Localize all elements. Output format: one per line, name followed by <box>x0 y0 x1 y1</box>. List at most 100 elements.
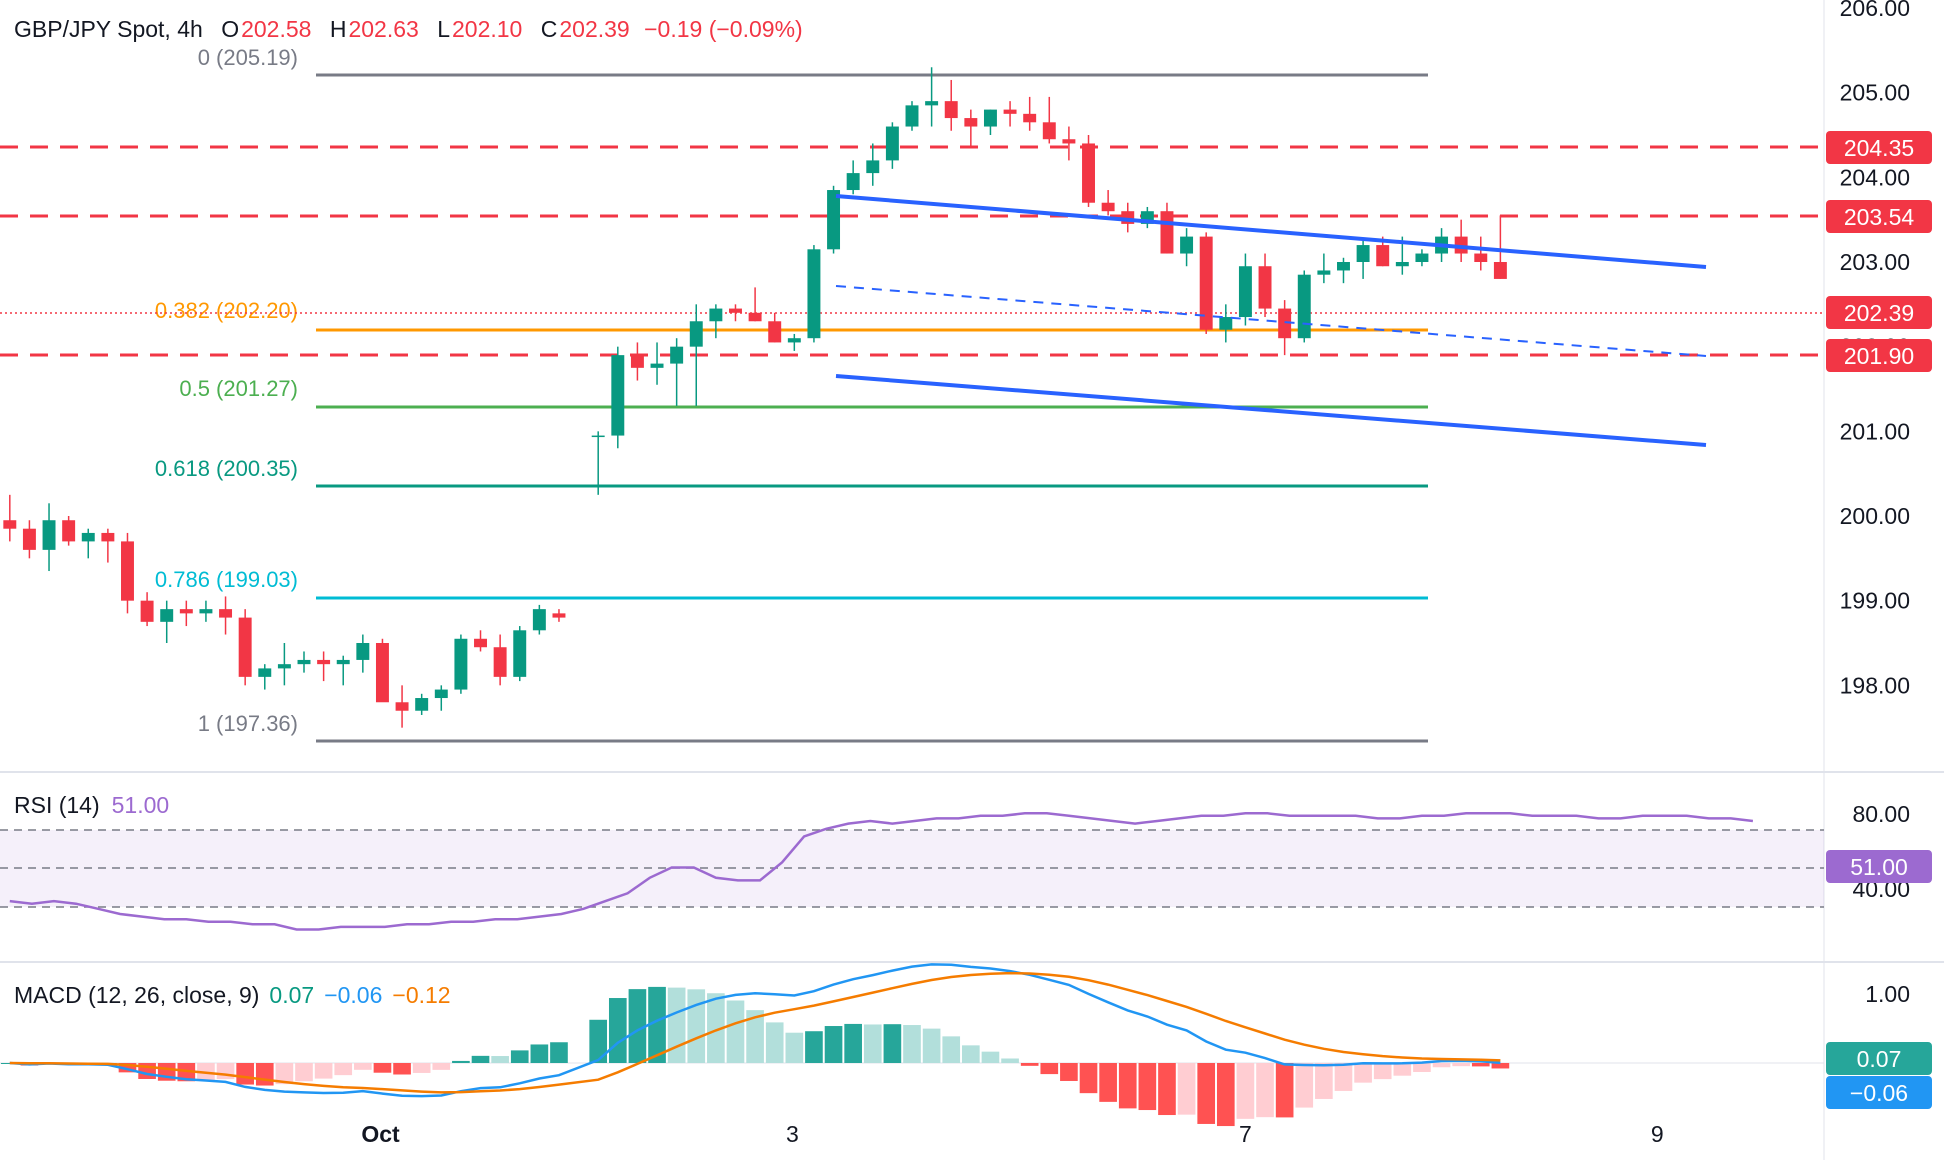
macd-hist-bar <box>863 1024 882 1063</box>
candle-body <box>238 617 252 677</box>
candle-body <box>846 173 860 191</box>
candle-body <box>317 659 331 665</box>
rsi-tick-80: 80.00 <box>1852 801 1910 827</box>
macd-hist-bar <box>236 1063 254 1085</box>
macd-hist-bar <box>510 1050 529 1063</box>
candle-body <box>689 321 703 347</box>
price-tick-label: 200.00 <box>1840 503 1910 529</box>
macd-hist-bar <box>1177 1063 1196 1115</box>
candle-body <box>1356 245 1370 262</box>
candle-body <box>199 609 213 614</box>
candle-body <box>62 520 76 542</box>
candle-body <box>807 249 821 339</box>
macd-hist-bar <box>1040 1063 1059 1075</box>
candle-body <box>1337 262 1350 271</box>
candle-body <box>1199 236 1213 330</box>
macd-hist-bar <box>1491 1063 1510 1069</box>
macd-hist-bar <box>1236 1063 1255 1119</box>
macd-hist-bar <box>197 1063 215 1080</box>
macd-hist-bar <box>707 993 725 1063</box>
price-tick-label: 203.00 <box>1840 249 1910 275</box>
svg-text:201.90: 201.90 <box>1844 343 1914 369</box>
candle-body <box>552 613 566 618</box>
macd-legend: MACD (12, 26, close, 9) 0.07 −0.06 −0.12 <box>14 982 453 1009</box>
candle-body <box>1219 317 1233 330</box>
svg-text:203.54: 203.54 <box>1844 204 1915 230</box>
macd-line-tag <box>1826 1076 1932 1109</box>
macd-hist-bar <box>1118 1063 1137 1109</box>
candle-body <box>395 702 409 711</box>
candles <box>3 67 1507 728</box>
time-axis: Oct37912151721 <box>361 1121 1664 1147</box>
signal-line <box>9 971 1501 1094</box>
candle-body <box>42 520 56 550</box>
candle-body <box>983 109 997 127</box>
fib-1-label: 1 (197.36) <box>198 711 298 736</box>
candle-body <box>1003 109 1017 114</box>
candle-body <box>415 698 429 711</box>
descending-channel[interactable] <box>835 194 1707 447</box>
candle-body <box>1101 202 1115 212</box>
price-tick-label: 199.00 <box>1840 588 1910 614</box>
macd-hist-bar <box>1413 1063 1431 1072</box>
candle-body <box>1160 211 1174 254</box>
candle-body <box>454 638 468 690</box>
macd-hist-bar <box>726 1000 745 1063</box>
candle-body <box>905 105 919 127</box>
macd-histogram <box>0 986 1510 1127</box>
macd-hist-bar <box>255 1063 274 1086</box>
candle-body <box>1278 308 1292 339</box>
candle-body <box>709 308 723 322</box>
candle-body <box>1023 113 1037 123</box>
candle-body <box>1258 266 1272 309</box>
fib-0-label: 0 (205.19) <box>198 45 298 70</box>
candle-body <box>3 520 17 529</box>
macd-hist-bar <box>1158 1063 1176 1116</box>
price-tick-label: 204.00 <box>1840 164 1910 190</box>
candle-body <box>121 541 134 601</box>
macd-hist-bar <box>491 1056 509 1063</box>
macd-hist-bar <box>628 989 647 1063</box>
candle-body <box>277 664 291 669</box>
candle-body <box>670 346 684 364</box>
macd-hist-bar <box>1001 1058 1019 1063</box>
candle-body <box>729 308 742 313</box>
candle-body <box>768 321 782 343</box>
macd-hist-bar <box>334 1063 353 1076</box>
fib-0382-label: 0.382 (202.20) <box>155 298 298 323</box>
macd-hist-bar <box>844 1023 862 1063</box>
rsi-pane[interactable]: 80.00 40.00 51.00 <box>0 801 1932 931</box>
macd-hist-bar <box>1471 1063 1490 1067</box>
candle-body <box>179 609 193 614</box>
macd-hist-bar <box>432 1063 451 1070</box>
macd-hist-bar <box>412 1063 431 1073</box>
macd-hist-bar <box>1334 1063 1353 1091</box>
svg-text:204.35: 204.35 <box>1844 135 1914 161</box>
macd-hist-bar <box>314 1063 333 1079</box>
candle-body <box>1415 253 1429 262</box>
price-tick-label: 198.00 <box>1840 672 1910 698</box>
time-tick-label: 9 <box>1651 1121 1664 1147</box>
rsi-value: 51.00 <box>111 792 170 818</box>
macd-hist-bar <box>1373 1063 1392 1080</box>
rsi-value-tag <box>1826 850 1932 883</box>
macd-title: MACD (12, 26, close, 9) <box>14 982 260 1008</box>
price-tick-label: 205.00 <box>1840 80 1910 106</box>
macd-hist-bar <box>550 1042 568 1063</box>
macd-hist-bar <box>687 989 706 1063</box>
tag-202-39 <box>1826 296 1932 329</box>
macd-hist-bar <box>1079 1063 1098 1094</box>
signal-value: −0.12 <box>392 982 451 1008</box>
macd-hist-bar <box>667 987 686 1063</box>
macd-hist-bar <box>530 1044 549 1063</box>
macd-hist-bar <box>118 1063 137 1073</box>
candle-body <box>1317 270 1331 275</box>
tag-201-90 <box>1826 339 1932 372</box>
macd-hist-value: 0.07 <box>269 982 315 1008</box>
support-resistance-levels <box>0 145 1824 357</box>
open-value: 202.58 <box>241 16 312 42</box>
candle-body <box>1376 245 1390 267</box>
candle-body <box>1493 262 1507 279</box>
macd-pane[interactable]: 1.00 0.07 −0.06 <box>0 963 1932 1127</box>
